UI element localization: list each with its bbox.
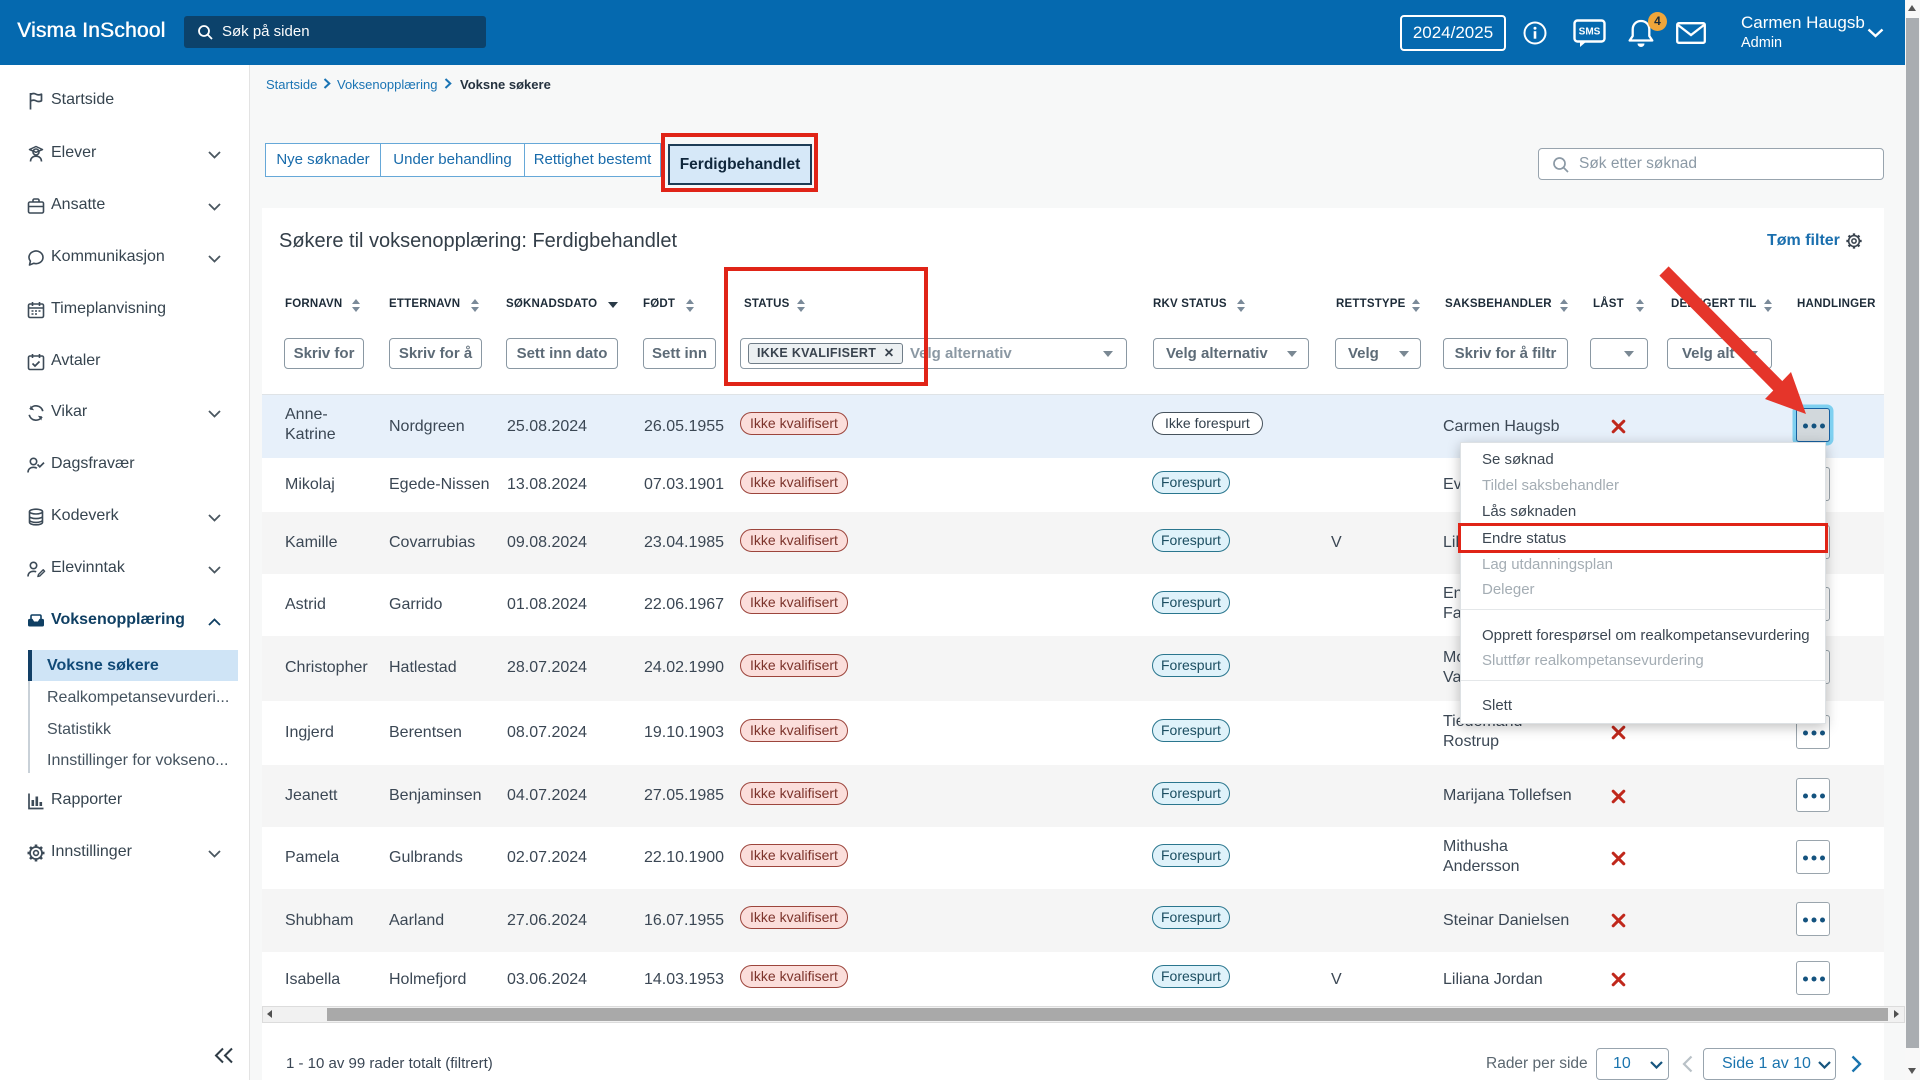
svg-text:SMS: SMS (1579, 27, 1601, 38)
